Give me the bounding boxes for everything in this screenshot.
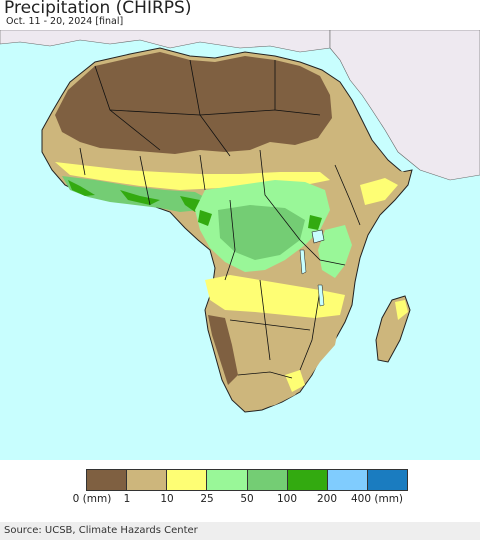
legend-tick: 100 [276, 493, 298, 505]
namibia-dry [208, 315, 238, 385]
lake-victoria [311, 229, 325, 244]
legend-tick: 1 [123, 493, 131, 505]
legend-tick: 200 [316, 493, 338, 505]
legend-tick: 25 [200, 493, 214, 505]
legend-swatch [207, 470, 248, 490]
legend-swatch [167, 470, 208, 490]
legend-tick: 10 [160, 493, 174, 505]
precipitation-map [0, 30, 480, 460]
legend-swatch [287, 470, 328, 490]
europe-landmass [0, 30, 331, 53]
lake-malawi [317, 284, 325, 307]
map-title: Precipitation (CHIRPS) [4, 0, 192, 18]
legend-swatch [247, 470, 288, 490]
country-borders [79, 59, 361, 379]
middle-east-landmass [329, 30, 480, 181]
madagascar-yellow [395, 300, 408, 320]
sahel-band [50, 145, 335, 172]
legend-tick: 400 (mm) [350, 493, 404, 505]
southern-yellow-band [205, 275, 345, 318]
legend-swatch [327, 470, 368, 490]
lake-tanganyika [299, 249, 307, 275]
darkgreen-spots [198, 210, 322, 230]
green-west-africa [62, 176, 210, 212]
se-africa-yellow [285, 370, 305, 392]
legend-tick: 50 [240, 493, 254, 505]
map-subtitle: Oct. 11 - 20, 2024 [final] [6, 16, 124, 27]
sahara-dry-zone [55, 52, 332, 154]
legend-swatch [367, 470, 407, 490]
darkgreen-west-africa [68, 180, 208, 212]
southern-tan [208, 310, 340, 410]
source-footer: Source: UCSB, Climate Hazards Center [0, 522, 480, 540]
horn-yellow [360, 178, 398, 205]
legend-swatch [87, 470, 128, 490]
legend-swatch [127, 470, 168, 490]
legend-colorbar [86, 469, 408, 491]
legend-tick: 0 (mm) [72, 493, 112, 505]
